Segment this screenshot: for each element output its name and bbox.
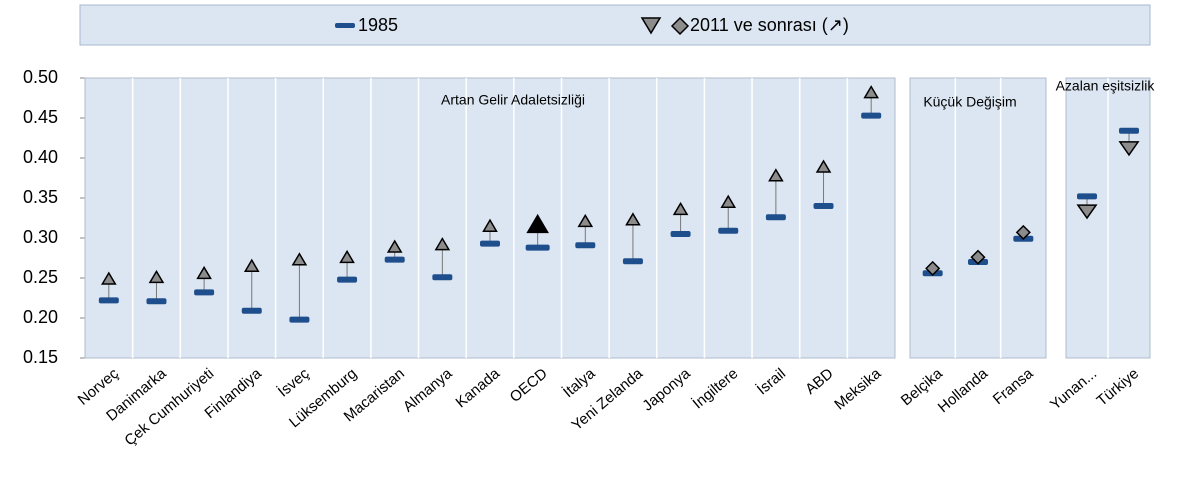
x-tick-label: Yunan... bbox=[1047, 365, 1100, 413]
marker-1985 bbox=[289, 316, 310, 323]
marker-1985 bbox=[194, 289, 215, 296]
marker-1985 bbox=[670, 231, 691, 237]
x-tick-label: ABD bbox=[802, 365, 837, 398]
marker-2011 bbox=[815, 159, 832, 173]
x-tick-label: OECD bbox=[507, 365, 551, 406]
y-tick-label: 0.25 bbox=[23, 267, 58, 287]
x-tick-label: Hollanda bbox=[935, 365, 992, 417]
marker-2011 bbox=[526, 213, 549, 234]
marker-2011 bbox=[101, 271, 117, 285]
marker-1985 bbox=[98, 297, 119, 304]
marker-2011 bbox=[196, 265, 212, 280]
marker-2011 bbox=[1015, 224, 1031, 240]
x-tick-label: Kanada bbox=[453, 365, 504, 412]
marker-2011 bbox=[720, 194, 737, 208]
plot-area bbox=[909, 77, 1047, 359]
marker-1985 bbox=[861, 112, 882, 119]
marker-1985 bbox=[813, 203, 834, 209]
marker-1985 bbox=[575, 242, 596, 249]
marker-2011 bbox=[243, 258, 260, 272]
marker-1985 bbox=[718, 227, 739, 234]
marker-2011 bbox=[672, 201, 689, 216]
marker-2011 bbox=[577, 213, 594, 228]
marker-2011 bbox=[482, 218, 498, 232]
x-tick-label: İsveç bbox=[274, 364, 313, 401]
annotation: Artan Gelir Adaletsizliği bbox=[441, 92, 585, 108]
marker-2011 bbox=[339, 249, 355, 264]
marker-1985 bbox=[1077, 193, 1097, 200]
marker-2011 bbox=[863, 85, 879, 99]
marker-1985 bbox=[384, 256, 405, 263]
marker-2011 bbox=[148, 269, 165, 284]
y-tick-label: 0.30 bbox=[23, 227, 58, 247]
y-tick-label: 0.50 bbox=[23, 67, 58, 87]
y-tick-label: 0.15 bbox=[23, 347, 58, 367]
marker-2011 bbox=[1118, 141, 1140, 157]
y-tick-label: 0.35 bbox=[23, 187, 58, 207]
marker-1985 bbox=[480, 240, 500, 247]
legend-swatch bbox=[335, 23, 355, 28]
legend-label: 2011 ve sonrası (↗) bbox=[690, 15, 849, 35]
marker-1985 bbox=[241, 307, 262, 314]
marker-2011 bbox=[625, 212, 641, 226]
marker-1985 bbox=[525, 244, 550, 251]
marker-2011 bbox=[768, 168, 784, 182]
annotation: Küçük Değişim bbox=[923, 94, 1016, 110]
marker-1985 bbox=[146, 298, 167, 305]
x-tick-label: İsrail bbox=[753, 364, 789, 398]
marker-2011 bbox=[925, 260, 941, 276]
marker-1985 bbox=[337, 276, 358, 283]
x-tick-label: İngiltere bbox=[689, 364, 741, 412]
legend-swatch bbox=[670, 16, 690, 36]
x-tick-label: Meksika bbox=[831, 365, 885, 414]
marker-1985 bbox=[1119, 127, 1139, 134]
x-tick-label: İtalya bbox=[559, 364, 599, 401]
marker-2011 bbox=[1076, 204, 1098, 220]
x-tick-label: Türkiye bbox=[1094, 365, 1143, 410]
marker-2011 bbox=[434, 237, 451, 251]
plot-area bbox=[84, 77, 896, 359]
marker-2011 bbox=[386, 239, 403, 253]
marker-1985 bbox=[765, 214, 786, 221]
legend-label: 1985 bbox=[358, 15, 398, 35]
legend-swatch bbox=[640, 17, 662, 35]
y-tick-label: 0.40 bbox=[23, 147, 58, 167]
x-tick-label: Almanya bbox=[400, 365, 456, 416]
y-tick-label: 0.45 bbox=[23, 107, 58, 127]
x-tick-label: Fransa bbox=[990, 365, 1037, 408]
x-tick-label: Japonya bbox=[639, 365, 694, 415]
marker-2011 bbox=[291, 252, 308, 266]
annotation: Azalan eşitsizlik bbox=[1056, 78, 1156, 94]
marker-1985 bbox=[432, 274, 453, 281]
marker-1985 bbox=[622, 258, 643, 265]
y-tick-label: 0.20 bbox=[23, 307, 58, 327]
marker-2011 bbox=[970, 249, 986, 265]
legend-box bbox=[79, 4, 1151, 46]
